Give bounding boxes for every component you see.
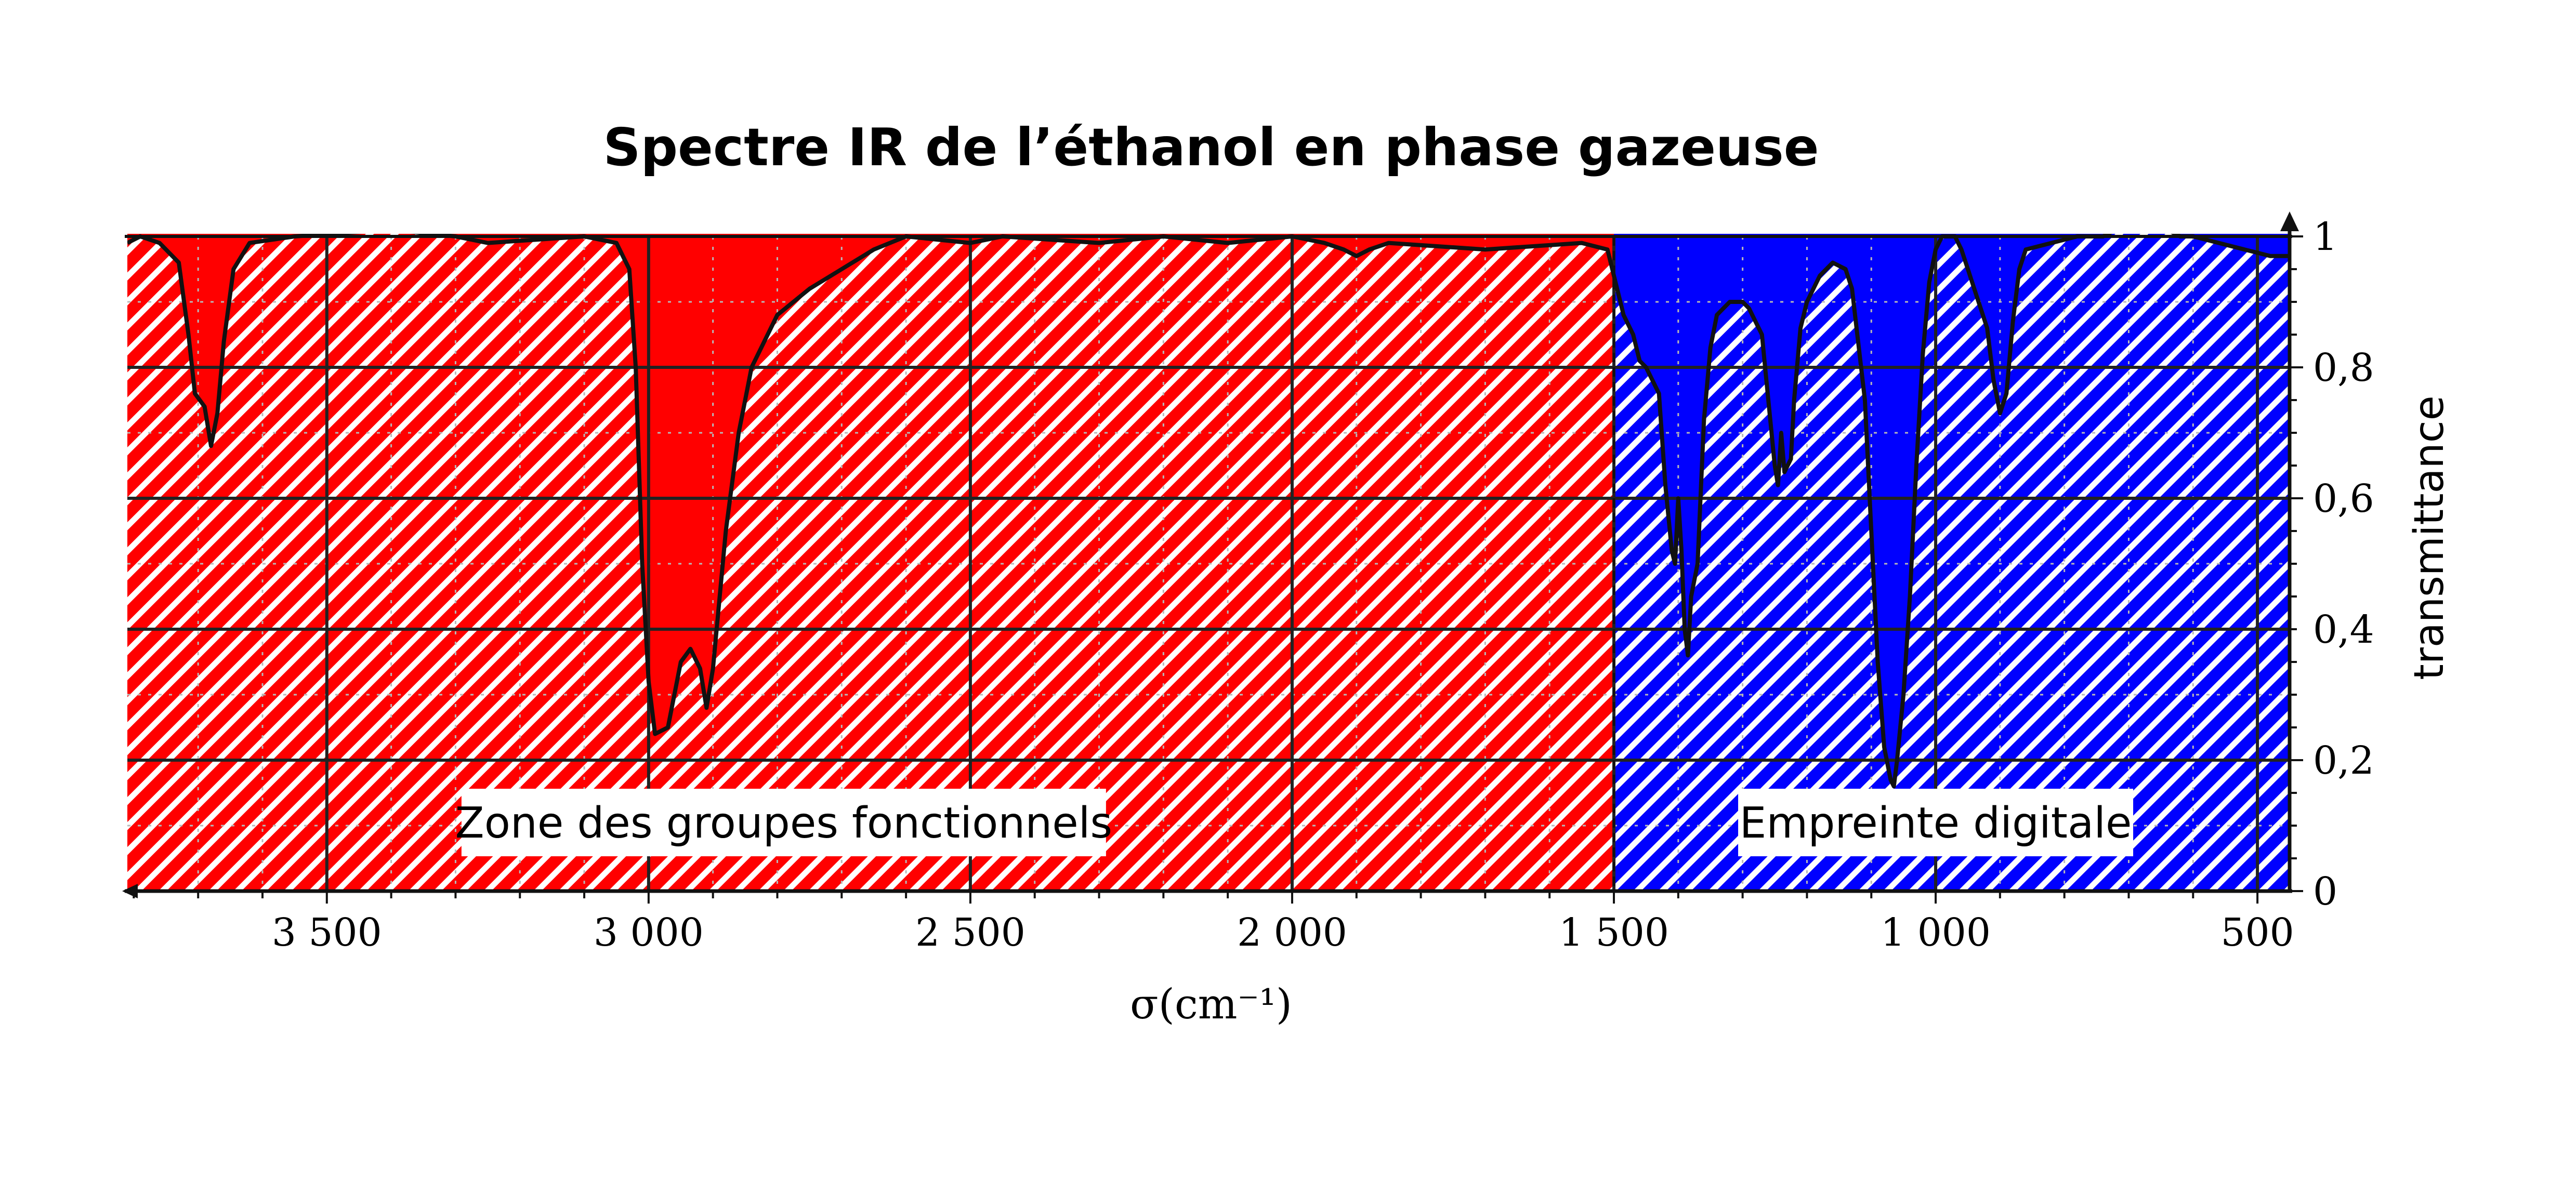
y-axis-ticks: 0 0,2 0,4 0,6 0,8 1 (2313, 215, 2374, 914)
spectrum-line (127, 234, 2290, 789)
x-tick-label: 2 000 (1237, 910, 1347, 955)
y-tick-label: 1 (2313, 215, 2337, 259)
y-tick-label: 0,2 (2313, 738, 2374, 783)
minor-grid (127, 236, 2290, 891)
major-grid (127, 236, 2290, 891)
functional-groups-label: Zone des groupes fonctionnels (455, 789, 1113, 856)
x-axis-ticks: 3 500 3 000 2 500 2 000 1 500 1 000 500 (272, 910, 2294, 955)
x-tick-label: 2 500 (915, 910, 1026, 955)
x-tick-label: 3 000 (594, 910, 704, 955)
y-axis-arrow (2280, 211, 2299, 231)
x-tick-label: 3 500 (272, 910, 382, 955)
functional-groups-hatched-area (127, 234, 1614, 891)
x-tick-label: 500 (2220, 910, 2294, 955)
y-tick-label: 0,6 (2313, 476, 2374, 521)
axes (122, 211, 2303, 904)
chart-title: Spectre IR de l’éthanol en phase gazeuse (603, 117, 1819, 178)
plot-area (127, 234, 2290, 891)
fingerprint-label-text: Empreinte digitale (1740, 799, 2132, 848)
y-tick-label: 0,8 (2313, 346, 2374, 390)
fingerprint-label-box (1738, 789, 2134, 856)
y-axis-label: transmittance (2406, 395, 2453, 680)
functional-groups-label-text: Zone des groupes fonctionnels (455, 799, 1113, 848)
x-tick-label: 1 500 (1559, 910, 1669, 955)
fingerprint-hatched-area (1614, 234, 2290, 891)
zone-labels: Zone des groupes fonctionnels Empreinte d… (455, 789, 2134, 856)
x-axis-label: σ(cm⁻¹) (1130, 980, 1292, 1028)
y-tick-label: 0 (2313, 869, 2337, 914)
y-tick-label: 0,4 (2313, 607, 2374, 652)
x-tick-label: 1 000 (1881, 910, 1991, 955)
fingerprint-label: Empreinte digitale (1738, 789, 2134, 856)
functional-groups-label-box (461, 789, 1106, 856)
